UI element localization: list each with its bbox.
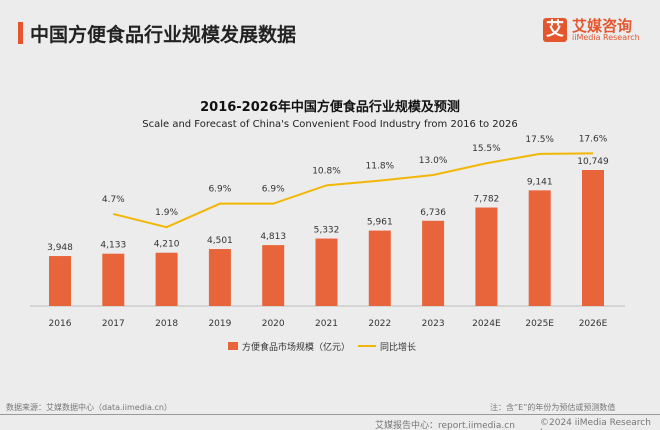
bar-label: 6,736 [420,208,446,218]
bar [155,252,178,306]
source-note: 数据来源：艾媒数据中心（data.iimedia.cn） [6,403,172,412]
growth-label: 6.9% [262,185,285,195]
bar-label: 4,133 [100,241,126,251]
growth-label: 17.6% [579,134,608,144]
footer-divider [0,414,660,415]
x-tick-label: 2023 [422,319,445,329]
bar [262,245,285,306]
title-accent [18,22,23,44]
legend-line-label: 同比增长 [380,341,416,353]
growth-label: 6.9% [208,185,231,195]
bar-label: 5,961 [367,218,393,228]
growth-label: 11.8% [366,162,395,172]
growth-line [113,152,594,229]
bar-label: 7,782 [474,195,500,205]
legend-bar-label: 方便食品市场规模（亿元） [242,341,350,353]
bar-label: 5,332 [314,226,340,236]
x-tick-label: 2018 [155,319,178,329]
bar [582,170,604,306]
logo-mark: 艾 [543,18,567,42]
growth-label: 1.9% [155,208,178,218]
bar [422,220,445,306]
bar-label: 3,948 [47,243,73,253]
bar [208,249,231,306]
x-tick-label: 2026E [579,319,608,329]
bar [102,253,125,306]
x-tick-label: 2021 [315,319,338,329]
growth-label: 4.7% [102,195,125,205]
growth-label: 15.5% [472,144,501,154]
x-tick-label: 2016 [49,319,72,329]
logo: 艾 艾媒咨询 iiMedia Research [543,18,640,42]
logo-en: iiMedia Research [572,32,640,42]
x-tick-label: 2022 [368,319,391,329]
bar [475,207,498,306]
growth-label: 17.5% [525,135,554,145]
bar-label: 4,501 [207,236,233,246]
bar [528,190,551,306]
bar [368,230,391,306]
x-tick-label: 2017 [102,319,125,329]
x-tick-label: 2025E [525,319,554,329]
estimate-note: 注：含“E”的年份为预估或预测数值 [490,403,616,412]
copyright: ©2024 iiMedia Research Inc [540,418,651,430]
growth-label: 10.8% [312,166,341,176]
growth-label: 13.0% [419,156,448,166]
x-tick-label: 2019 [208,319,231,329]
bar [315,238,338,306]
bar-label: 4,210 [154,240,180,250]
bar-label: 9,141 [527,177,553,187]
report-link[interactable]: 艾媒报告中心：report.iimedia.cn [375,421,515,430]
x-tick-label: 2020 [262,319,285,329]
x-tick-label: 2024E [472,319,501,329]
bar-label: 10,749 [577,157,609,167]
page-title: 中国方便食品行业规模发展数据 [30,24,297,46]
chart-title: 2016-2026年中国方便食品行业规模及预测 [200,100,460,115]
logo-cn: 艾媒咨询 [572,16,633,35]
bar [49,256,71,306]
legend-bar-swatch [228,342,238,350]
chart-subtitle: Scale and Forecast of China's Convenient… [142,119,518,130]
bar-label: 4,813 [260,232,286,242]
